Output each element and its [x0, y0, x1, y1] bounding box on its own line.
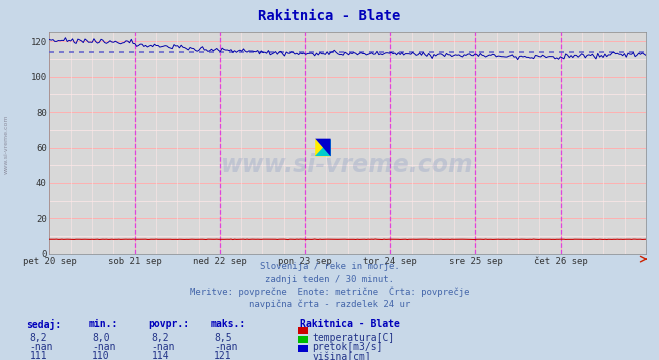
Text: sedaj:: sedaj:: [26, 319, 61, 330]
Text: pretok[m3/s]: pretok[m3/s]: [312, 342, 383, 352]
Text: -nan: -nan: [92, 342, 116, 352]
Text: 8,5: 8,5: [214, 333, 232, 343]
Text: -nan: -nan: [30, 342, 53, 352]
Text: temperatura[C]: temperatura[C]: [312, 333, 395, 343]
Text: www.si-vreme.com: www.si-vreme.com: [221, 153, 474, 177]
Text: Slovenija / reke in morje.: Slovenija / reke in morje.: [260, 262, 399, 271]
Text: maks.:: maks.:: [211, 319, 246, 329]
Bar: [315, 154, 331, 156]
Text: višina[cm]: višina[cm]: [312, 351, 371, 360]
Text: -nan: -nan: [152, 342, 175, 352]
Text: 121: 121: [214, 351, 232, 360]
Text: 111: 111: [30, 351, 47, 360]
Text: Rakitnica - Blate: Rakitnica - Blate: [300, 319, 400, 329]
Text: zadnji teden / 30 minut.: zadnji teden / 30 minut.: [265, 275, 394, 284]
Text: 8,0: 8,0: [92, 333, 110, 343]
Text: -nan: -nan: [214, 342, 238, 352]
Text: Meritve: povprečne  Enote: metrične  Črta: povprečje: Meritve: povprečne Enote: metrične Črta:…: [190, 287, 469, 297]
Text: 8,2: 8,2: [30, 333, 47, 343]
Text: 114: 114: [152, 351, 169, 360]
Text: Rakitnica - Blate: Rakitnica - Blate: [258, 9, 401, 23]
Text: povpr.:: povpr.:: [148, 319, 189, 329]
Polygon shape: [315, 139, 331, 156]
Text: 8,2: 8,2: [152, 333, 169, 343]
Text: 110: 110: [92, 351, 110, 360]
Polygon shape: [315, 139, 331, 156]
Text: navpična črta - razdelek 24 ur: navpična črta - razdelek 24 ur: [249, 300, 410, 309]
Text: min.:: min.:: [89, 319, 119, 329]
Polygon shape: [315, 139, 331, 156]
Text: www.si-vreme.com: www.si-vreme.com: [3, 114, 9, 174]
